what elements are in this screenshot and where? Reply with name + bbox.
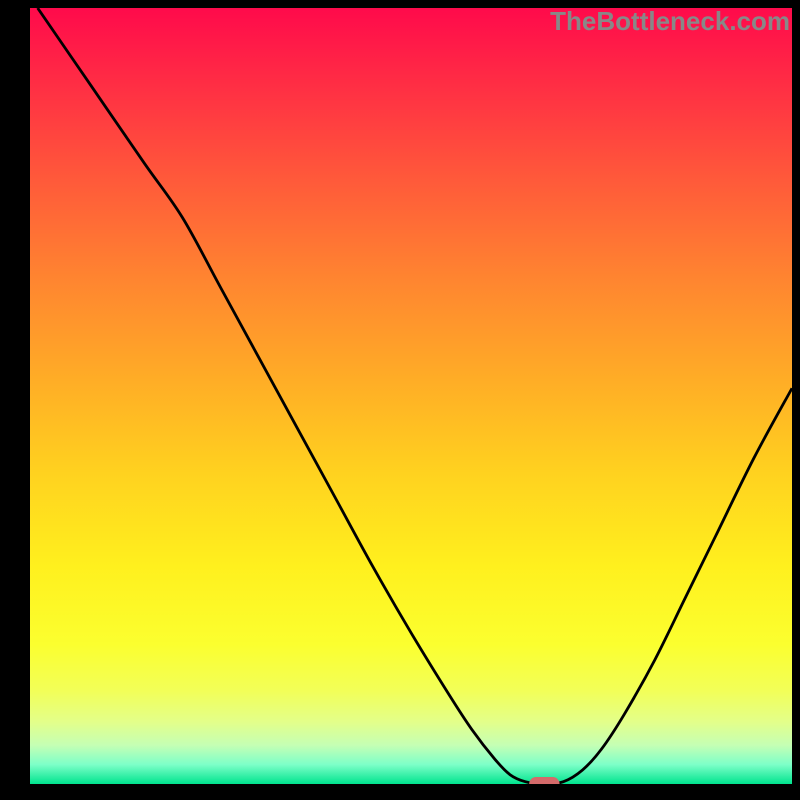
watermark-text: TheBottleneck.com [550, 6, 790, 37]
chart-svg [30, 8, 792, 784]
optimum-marker [529, 777, 559, 784]
gradient-background [30, 8, 792, 784]
plot-area [30, 8, 792, 784]
chart-frame: TheBottleneck.com [0, 0, 800, 800]
